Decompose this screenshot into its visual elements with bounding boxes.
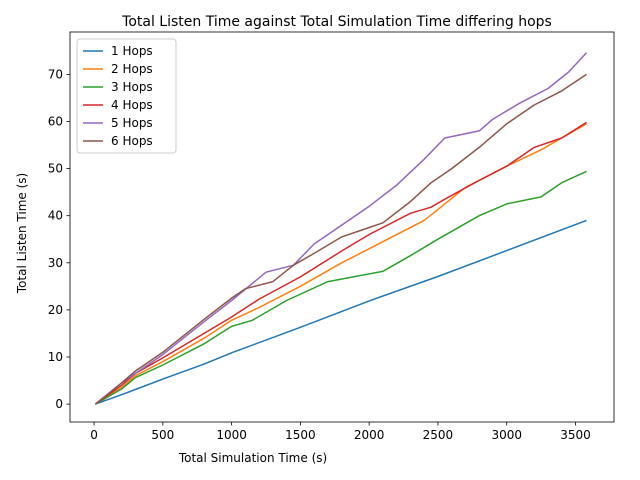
legend-entry-5: 5 Hops: [111, 116, 153, 130]
y-tick-label: 20: [48, 303, 63, 317]
series-line-6: [94, 73, 587, 405]
x-tick-label: 500: [151, 428, 174, 442]
x-tick-label: 1000: [216, 428, 247, 442]
legend-entry-6: 6 Hops: [111, 134, 153, 148]
y-tick-label: 60: [48, 114, 63, 128]
y-tick-label: 30: [48, 256, 63, 270]
series-line-1: [95, 219, 587, 405]
series-line-2: [95, 123, 587, 405]
y-tick-label: 0: [55, 397, 63, 411]
legend-entry-3: 3 Hops: [111, 80, 153, 94]
chart-title: Total Listen Time against Total Simulati…: [121, 14, 552, 30]
y-tick-label: 70: [48, 67, 63, 81]
x-tick-label: 2500: [423, 428, 454, 442]
y-tick-label: 50: [48, 162, 63, 176]
legend-entry-1: 1 Hops: [111, 44, 153, 58]
y-axis-label: Total Listen Time (s): [15, 173, 29, 294]
legend-box: [76, 38, 177, 154]
axes-frame: [69, 31, 615, 423]
x-tick-label: 1500: [285, 428, 316, 442]
x-tick-label: 3000: [491, 428, 522, 442]
x-tick-label: 3500: [560, 428, 591, 442]
series-line-3: [95, 170, 587, 405]
legend-entry-4: 4 Hops: [111, 98, 153, 112]
plot-area: 0 500 1000 1500 2000 2500 3000 3500 0 10 20 30 40 50 6…: [48, 31, 615, 442]
series-line-5: [94, 52, 588, 405]
y-tick-label: 40: [48, 209, 63, 223]
series-line-4: [94, 121, 587, 405]
x-axis-label: Total Simulation Time (s): [178, 451, 327, 465]
x-tick-label: 2000: [354, 428, 385, 442]
y-tick-label: 10: [48, 350, 63, 364]
legend: 1 Hops 2 Hops 3 Hops 4 Hops 5 Hops 6 Hops: [76, 38, 177, 154]
legend-entry-2: 2 Hops: [111, 62, 153, 76]
x-tick-label: 0: [90, 428, 98, 442]
